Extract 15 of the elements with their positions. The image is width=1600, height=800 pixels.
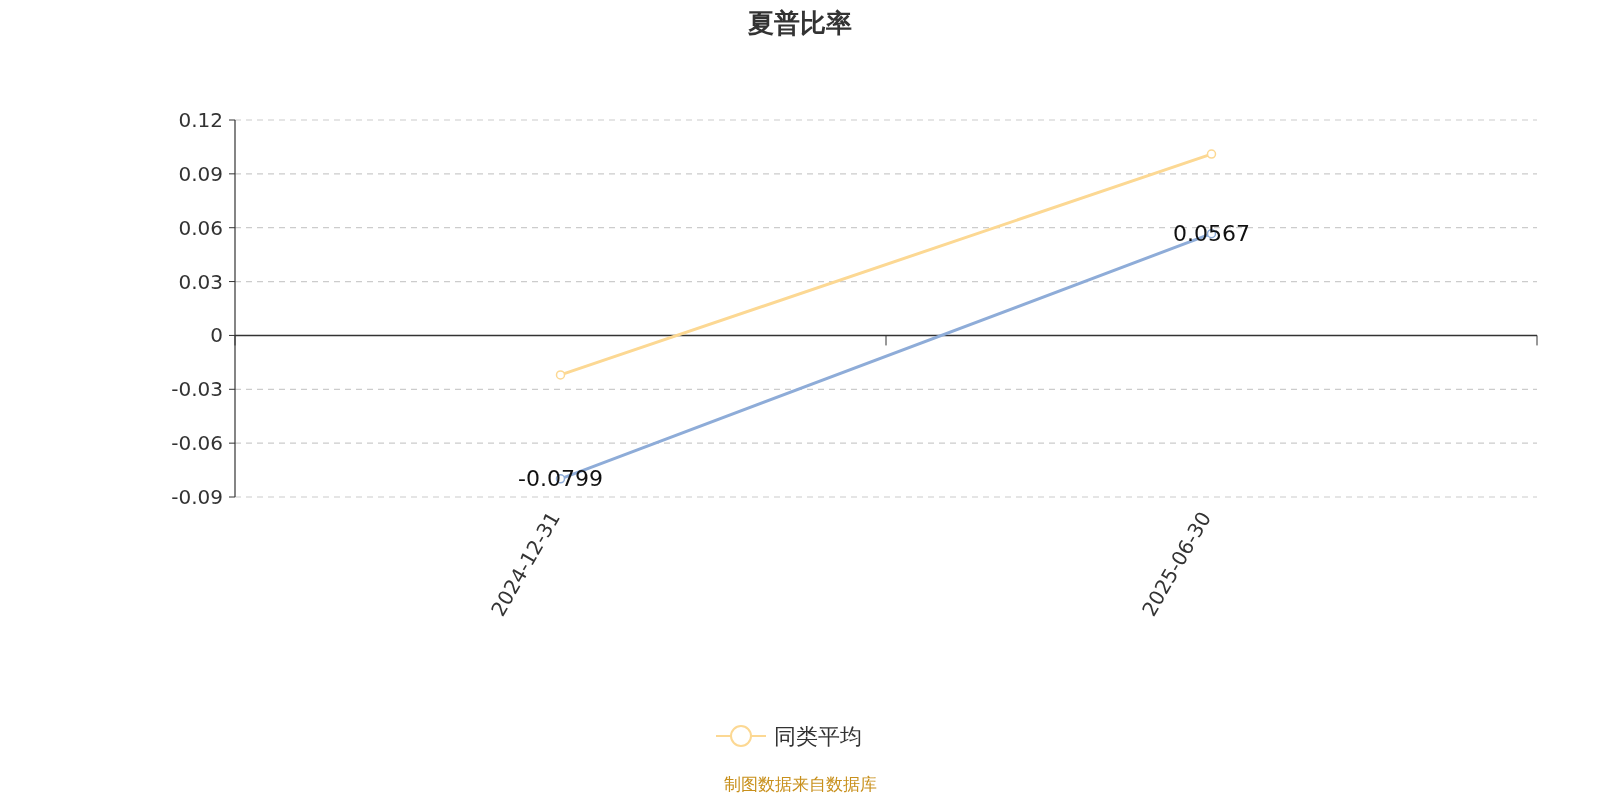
y-tick-label: 0 — [210, 323, 223, 348]
point — [555, 370, 566, 380]
y-tick-label: 0.06 — [178, 215, 223, 240]
y-tick-label: -0.03 — [171, 377, 223, 402]
chart-title: 夏普比率 — [747, 8, 852, 38]
text: 制图数据来自数据库 — [723, 774, 877, 794]
y-tick-label: -0.09 — [171, 485, 223, 509]
y-tick-label: 0.12 — [178, 108, 223, 132]
y-tick-label: -0.06 — [171, 431, 223, 456]
data-label: 0.0567 — [1173, 220, 1250, 246]
legend-label: 同类平均 — [774, 724, 862, 749]
data-label: -0.0799 — [518, 465, 603, 491]
y-tick-label: 0.09 — [178, 161, 223, 186]
point — [1206, 149, 1217, 159]
y-tick-label: 0.03 — [178, 269, 223, 294]
